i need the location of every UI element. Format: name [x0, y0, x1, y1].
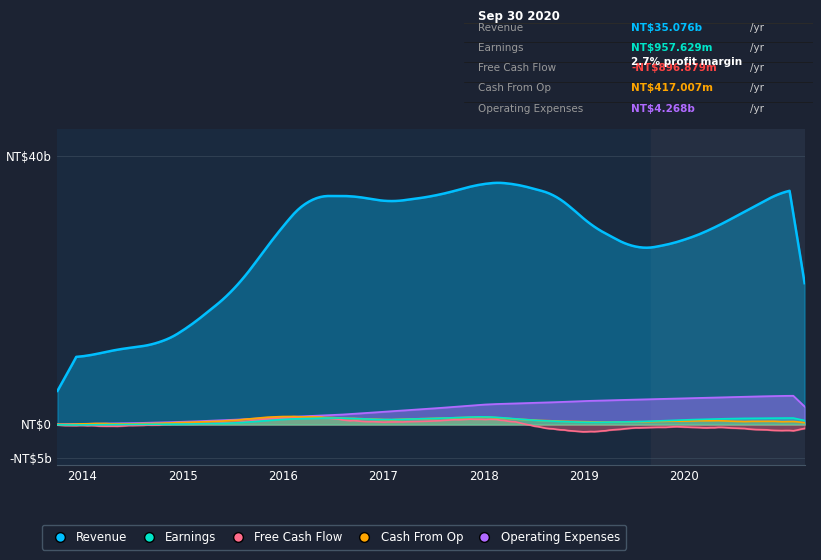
Text: NT$417.007m: NT$417.007m	[631, 83, 713, 94]
Text: Cash From Op: Cash From Op	[478, 83, 551, 94]
Text: Operating Expenses: Operating Expenses	[478, 104, 583, 114]
Text: Free Cash Flow: Free Cash Flow	[478, 63, 556, 73]
Text: /yr: /yr	[750, 83, 764, 94]
Text: NT$4.268b: NT$4.268b	[631, 104, 695, 114]
Legend: Revenue, Earnings, Free Cash Flow, Cash From Op, Operating Expenses: Revenue, Earnings, Free Cash Flow, Cash …	[42, 525, 626, 549]
Text: Revenue: Revenue	[478, 23, 523, 33]
Text: /yr: /yr	[750, 104, 764, 114]
Bar	[651, 129, 805, 465]
Text: 2.7% profit margin: 2.7% profit margin	[631, 57, 742, 67]
Text: -NT$896.879m: -NT$896.879m	[631, 63, 717, 73]
Text: Earnings: Earnings	[478, 43, 523, 53]
Text: /yr: /yr	[750, 23, 764, 33]
Text: NT$35.076b: NT$35.076b	[631, 23, 703, 33]
Text: /yr: /yr	[750, 63, 764, 73]
Text: Sep 30 2020: Sep 30 2020	[478, 11, 560, 24]
Text: /yr: /yr	[750, 43, 764, 53]
Text: NT$957.629m: NT$957.629m	[631, 43, 713, 53]
